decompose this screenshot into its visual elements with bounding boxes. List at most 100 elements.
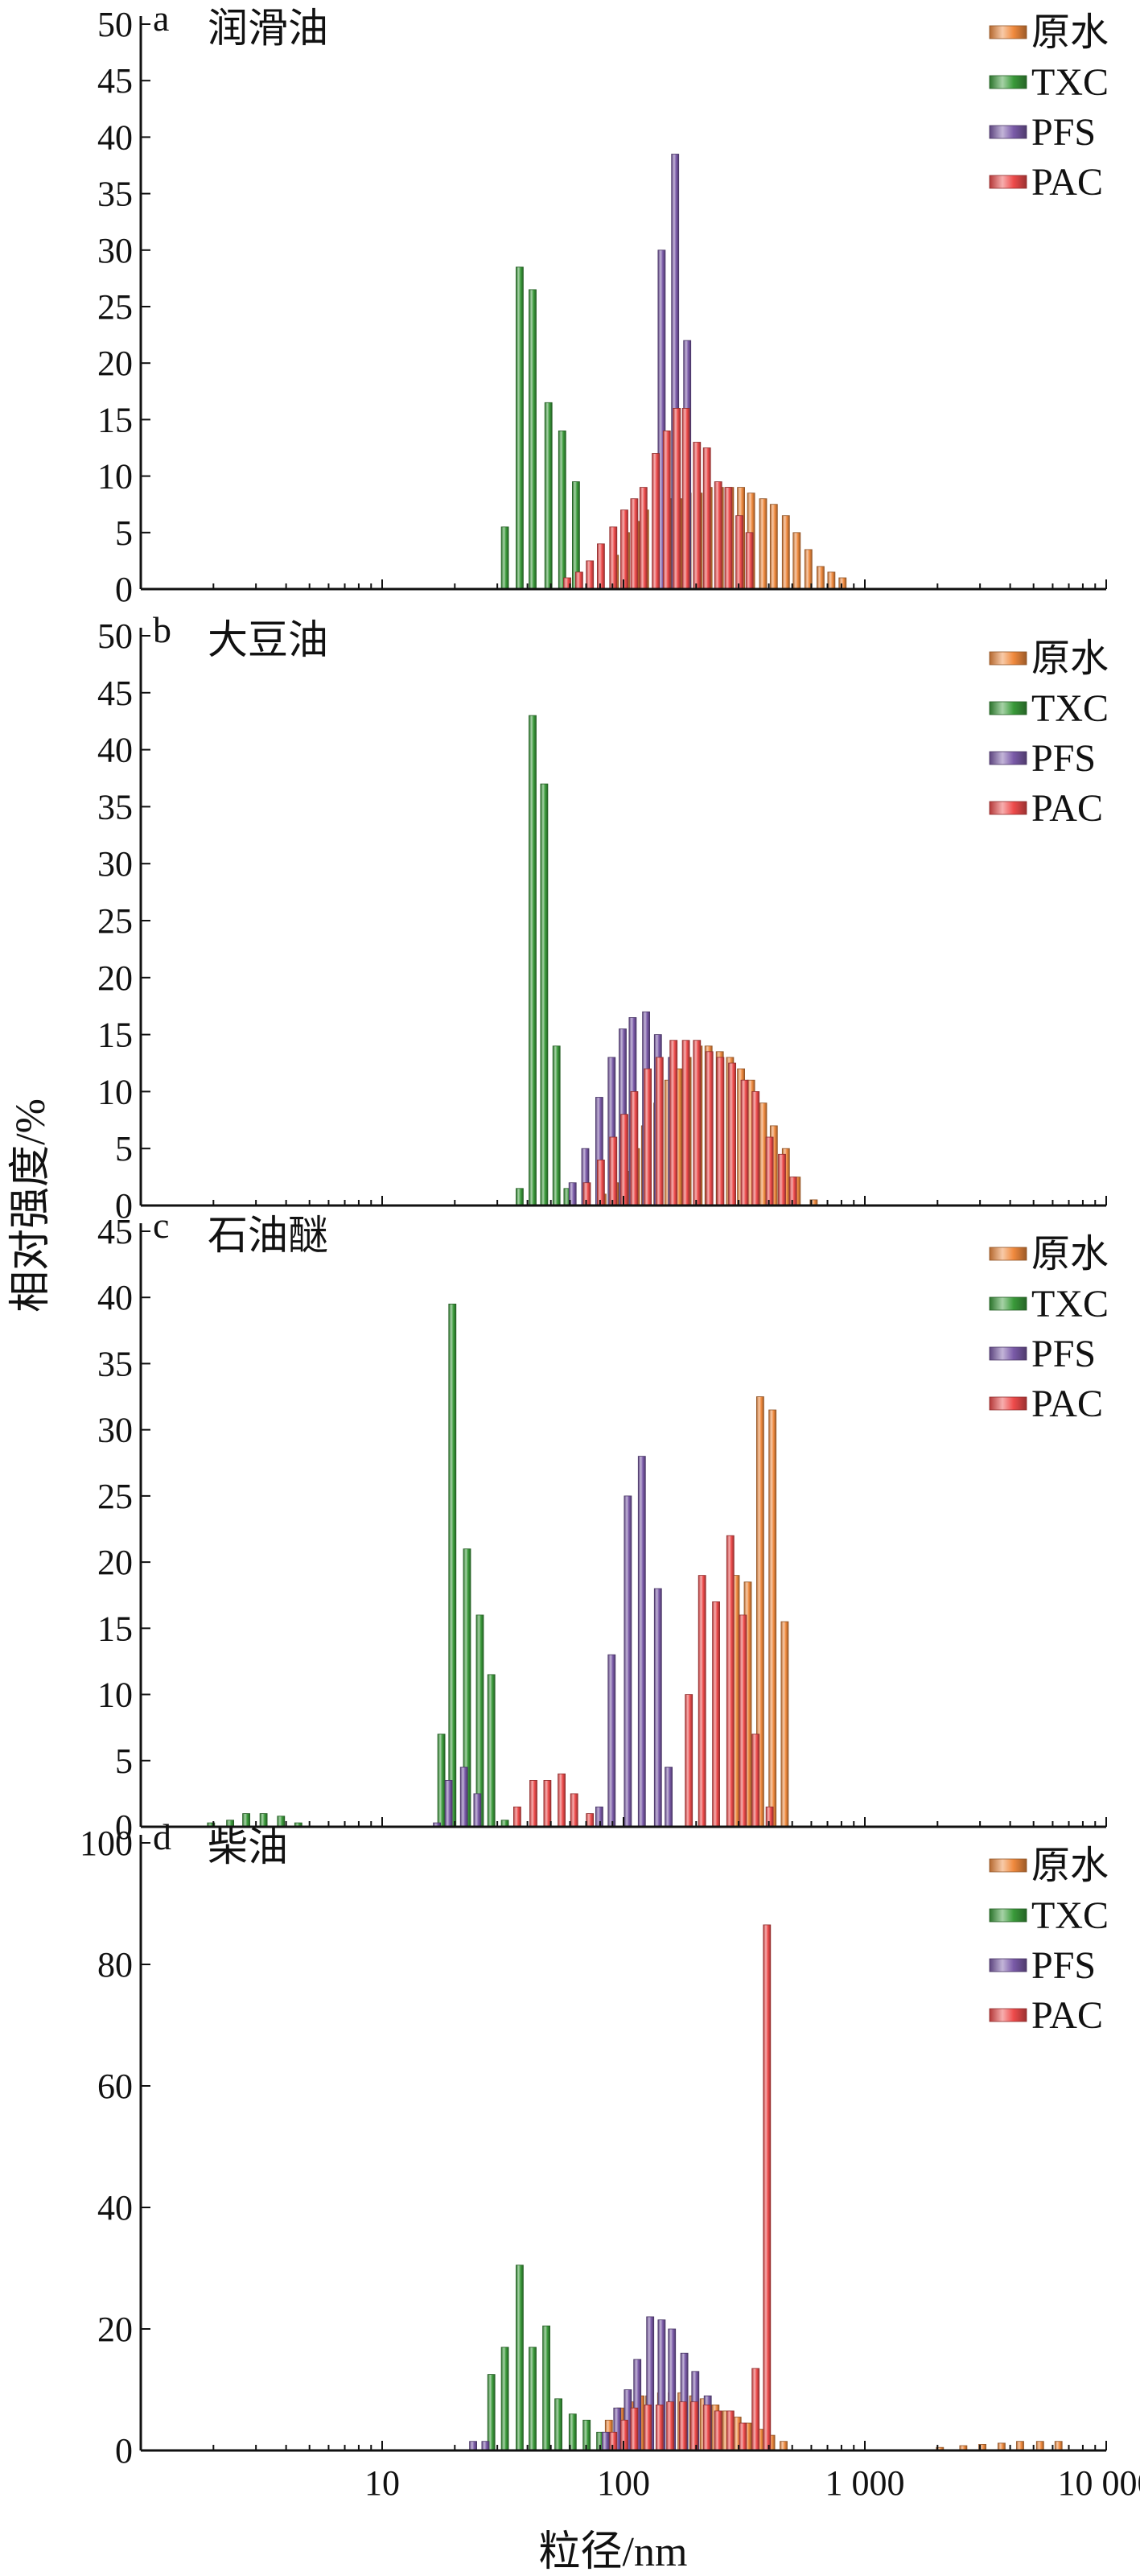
legend-swatch-txc [989, 1908, 1027, 1923]
bar-raw-water [1016, 2441, 1024, 2451]
bar-txc [516, 266, 524, 590]
legend-label-pac: PAC [1031, 787, 1103, 830]
bar-txc [516, 2265, 524, 2451]
bar-pac [630, 498, 639, 590]
bar-pfs [624, 1495, 632, 1828]
series-txc [516, 715, 572, 1206]
y-tick-label: 0 [115, 1186, 133, 1226]
bar-pac [620, 509, 628, 590]
legend-label-pac: PAC [1031, 161, 1103, 204]
y-tick-label: 40 [97, 731, 133, 770]
legend-swatch-pac [989, 1396, 1027, 1411]
bar-pac [586, 1813, 595, 1828]
bar-raw-water [780, 1621, 789, 1828]
bar-pac [655, 1057, 664, 1206]
panel-title: 润滑油 [208, 6, 328, 51]
bar-txc [516, 1188, 524, 1206]
bar-raw-water [804, 549, 813, 590]
bar-pac [739, 1614, 747, 1828]
legend-swatch-raw-water [989, 651, 1027, 666]
bar-pac [726, 2410, 735, 2451]
bar-txc [529, 2347, 537, 2451]
bar-pac [740, 1079, 749, 1206]
y-tick-label: 20 [97, 958, 133, 998]
bar-raw-water [759, 498, 768, 590]
bar-raw-water [768, 1409, 777, 1828]
x-tick-label: 10 [364, 2463, 400, 2503]
panel-c: 0 5 10 15 20 25 30 35 40 45 c 石油醚 原水 TXC PFS PAC [97, 1205, 1109, 1847]
bar-raw-water [1054, 2441, 1063, 2451]
bar-pfs [607, 1654, 616, 1828]
legend-label-raw-water: 原水 [1031, 1233, 1109, 1276]
bar-txc [529, 715, 537, 1206]
bar-pac [543, 1779, 552, 1828]
bar-pac [597, 1160, 605, 1206]
series-pac [582, 1040, 797, 1206]
y-tick-label: 100 [80, 1824, 133, 1863]
bar-pac [763, 1924, 772, 2451]
legend-label-txc: TXC [1031, 61, 1109, 104]
legend-swatch-txc [989, 1296, 1027, 1311]
bar-pac [705, 1051, 714, 1206]
legend: 原水 TXC PFS PAC [989, 637, 1109, 830]
bar-pfs [653, 1588, 662, 1828]
legend-label-raw-water: 原水 [1031, 1844, 1109, 1887]
bar-txc [540, 783, 549, 1206]
bar-pac [529, 1779, 537, 1828]
x-tick-label: 10 000 [1058, 2463, 1140, 2503]
panel-a: 0 5 10 15 20 25 30 35 40 45 50 a 润滑油 原水 TXC PFS PAC [97, 0, 1109, 609]
y-tick-label: 10 [97, 1675, 133, 1715]
bar-pac [620, 1114, 628, 1206]
series-txc [487, 2265, 604, 2451]
panel-title: 柴油 [208, 1824, 288, 1869]
y-tick-label: 80 [97, 1945, 133, 1985]
bar-pac [702, 447, 711, 590]
bar-txc [500, 526, 509, 590]
bar-pac [673, 407, 681, 590]
legend-swatch-pfs [989, 1958, 1027, 1972]
y-tick-label: 30 [97, 844, 133, 884]
bar-pac [714, 481, 722, 590]
bar-pac [716, 1057, 725, 1206]
y-tick-label: 40 [97, 2188, 133, 2228]
legend: 原水 TXC PFS PAC [989, 1844, 1109, 2037]
panel-letter: a [153, 0, 169, 39]
legend-swatch-pfs [989, 125, 1027, 139]
bar-txc [529, 289, 537, 590]
bar-pac [728, 1062, 736, 1206]
y-tick-label: 5 [115, 1129, 133, 1168]
legend-swatch-pac [989, 801, 1027, 815]
bar-pac [778, 1153, 786, 1206]
bar-pac [558, 1773, 566, 1828]
panel-letter: c [153, 1205, 169, 1246]
legend-label-raw-water: 原水 [1031, 637, 1109, 680]
y-tick-label: 15 [97, 1609, 133, 1648]
bar-pac [655, 2404, 664, 2451]
bar-pfs [665, 1766, 673, 1828]
bar-pac [597, 543, 605, 590]
bar-pfs [595, 1806, 603, 1828]
legend: 原水 TXC PFS PAC [989, 11, 1109, 204]
bar-pac [666, 2401, 674, 2451]
bar-pfs [637, 1456, 646, 1828]
panel-b: 0 5 10 15 20 25 30 35 40 45 50 b 大豆油 原水 TXC PFS PAC [97, 609, 1109, 1226]
bar-pac [751, 2368, 760, 2451]
bar-raw-water [827, 571, 836, 590]
y-tick-label: 30 [97, 1411, 133, 1450]
bar-pac [745, 532, 754, 590]
legend-swatch-raw-water [989, 1858, 1027, 1873]
y-tick-label: 45 [97, 674, 133, 713]
y-tick-label: 25 [97, 1477, 133, 1516]
legend: 原水 TXC PFS PAC [989, 1233, 1109, 1425]
y-tick-label: 0 [115, 2431, 133, 2471]
y-tick-label: 15 [97, 400, 133, 439]
legend-swatch-raw-water [989, 1247, 1027, 1261]
bar-pac [513, 1806, 521, 1828]
bar-pac [702, 2404, 711, 2451]
bar-pac [609, 2431, 618, 2451]
series-pac [609, 1924, 772, 2451]
y-tick-label: 5 [115, 513, 133, 553]
bar-pac [690, 2401, 698, 2451]
bar-pac [714, 2410, 722, 2451]
